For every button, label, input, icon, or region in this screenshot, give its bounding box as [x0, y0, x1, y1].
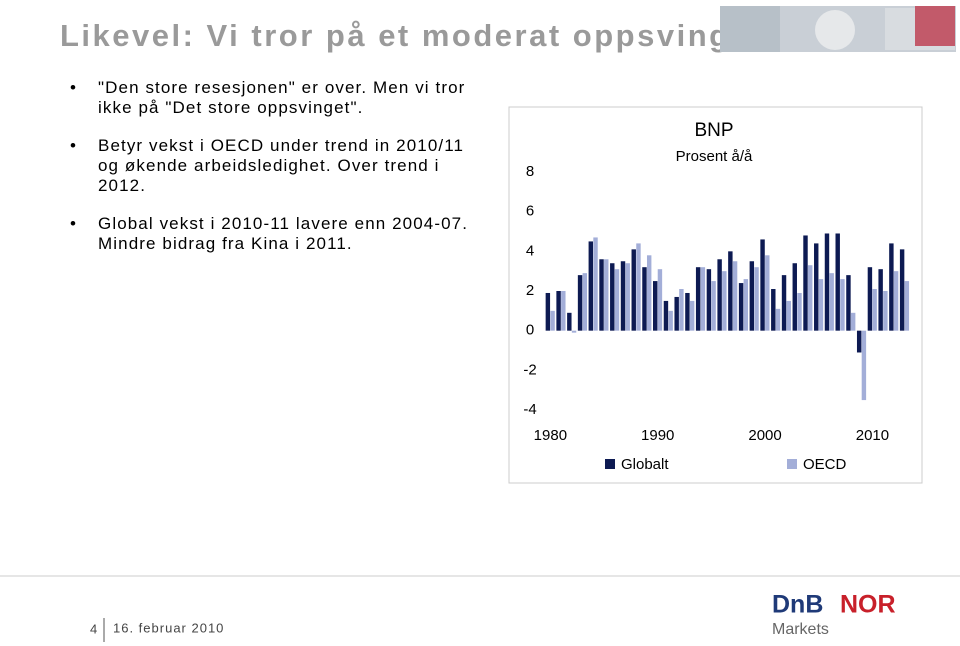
bar	[593, 237, 598, 331]
bar	[878, 269, 883, 331]
bar	[775, 308, 781, 331]
logo-name: NOR	[840, 591, 896, 619]
y-tick-label: 6	[526, 203, 534, 220]
bar	[808, 265, 813, 331]
bar	[797, 292, 802, 331]
bar	[840, 279, 845, 331]
bar	[846, 275, 851, 331]
bar	[872, 289, 877, 331]
bar	[674, 296, 679, 331]
chart-subtitle: Prosent å/å	[676, 148, 753, 165]
bar	[599, 259, 604, 331]
y-tick-label: 2	[526, 282, 534, 299]
bar	[652, 281, 658, 331]
bar	[771, 289, 776, 331]
bar	[856, 330, 862, 353]
bullet: Betyr vekst i OECD under trend in 2010/1…	[70, 136, 470, 196]
bar	[588, 241, 594, 331]
bar	[717, 259, 722, 331]
bar	[679, 289, 684, 331]
bar	[889, 243, 894, 331]
bar	[835, 233, 840, 331]
bar	[577, 275, 583, 331]
bar	[732, 261, 738, 331]
bar	[550, 310, 555, 331]
y-tick-label: 8	[526, 163, 534, 180]
bullet: "Den store resesjonen" er over. Men vi t…	[70, 78, 470, 118]
bar	[749, 261, 755, 331]
y-tick-label: -4	[523, 401, 536, 418]
bar	[861, 330, 867, 401]
bar	[867, 267, 873, 331]
y-tick-label: 0	[526, 322, 534, 339]
bullet: Global vekst i 2010-11 lavere enn 2004-0…	[70, 214, 470, 254]
legend-label: OECD	[803, 456, 847, 473]
bar	[663, 300, 669, 331]
bar	[760, 239, 765, 331]
bar	[814, 243, 819, 331]
legend-swatch	[787, 459, 797, 469]
bar	[620, 261, 626, 331]
bar	[610, 263, 615, 331]
bar	[685, 292, 690, 331]
bar	[899, 249, 905, 331]
y-tick-label: 4	[526, 242, 534, 259]
bar	[646, 255, 652, 331]
bar	[689, 300, 695, 331]
x-tick-label: 1990	[641, 427, 674, 444]
bar	[792, 263, 797, 331]
bar	[657, 269, 663, 331]
bar	[711, 281, 716, 331]
bar	[636, 243, 641, 331]
legend-label: Globalt	[621, 456, 669, 473]
bar	[824, 233, 830, 331]
bar	[571, 330, 577, 333]
bar	[728, 251, 733, 331]
header-image	[720, 6, 956, 52]
footer-date: 16. februar 2010	[113, 620, 224, 635]
bar	[754, 267, 759, 331]
bar	[781, 275, 787, 331]
x-tick-label: 2010	[856, 427, 889, 444]
bar	[700, 267, 706, 331]
chart-title: BNP	[694, 120, 733, 141]
logo-name: DnB	[772, 591, 823, 619]
bar	[567, 312, 572, 331]
bar	[803, 235, 808, 331]
bar	[556, 291, 561, 331]
bar	[706, 269, 712, 331]
bar	[722, 271, 727, 331]
bar	[561, 291, 566, 331]
bar	[738, 283, 744, 331]
x-tick-label: 1980	[534, 427, 567, 444]
bar	[614, 269, 620, 331]
bar	[625, 263, 630, 331]
y-tick-label: -2	[523, 361, 536, 378]
logo-sub: Markets	[772, 621, 829, 638]
bar	[893, 271, 899, 331]
bar	[818, 279, 824, 331]
bar	[631, 249, 636, 331]
bar	[743, 279, 749, 331]
bar	[545, 292, 551, 331]
bar	[765, 255, 770, 331]
bullet-list: "Den store resesjonen" er over. Men vi t…	[70, 78, 470, 272]
bar	[642, 267, 647, 331]
page-number: 4	[90, 621, 97, 636]
bar	[829, 273, 834, 331]
bar	[850, 312, 856, 331]
legend-swatch	[605, 459, 615, 469]
x-tick-label: 2000	[748, 427, 781, 444]
bar	[695, 267, 701, 331]
bar	[904, 281, 910, 331]
bar	[582, 273, 587, 331]
bar	[786, 300, 791, 331]
bar	[883, 291, 888, 331]
bar	[604, 259, 609, 331]
slide-title: Likevel: Vi tror på et moderat oppsving	[60, 18, 731, 53]
bar	[668, 310, 673, 331]
